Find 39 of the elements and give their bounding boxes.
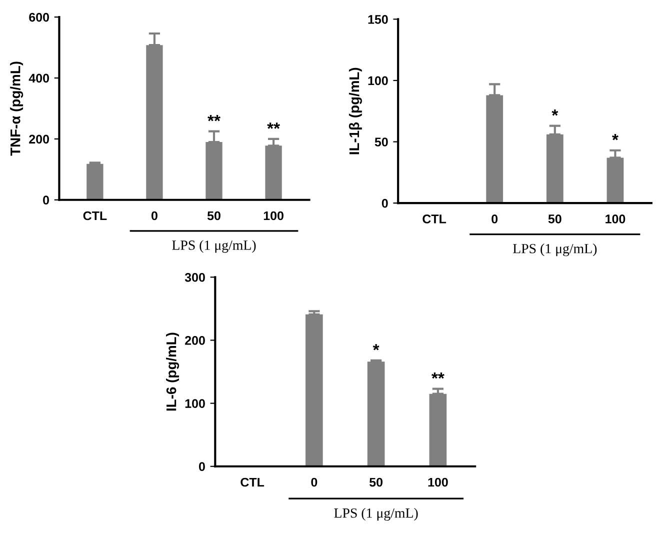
- bar: [306, 314, 323, 466]
- y-tick-label: 600: [29, 12, 49, 22]
- x-tick-label: CTL: [83, 211, 107, 220]
- y-tick-label: 300: [184, 272, 205, 282]
- x-tick-label: CTL: [422, 214, 446, 224]
- x-tick-label: CTL: [240, 478, 264, 487]
- y-tick-label: 200: [29, 134, 49, 144]
- annotation: **: [432, 372, 444, 379]
- y-tick-label: 0: [198, 462, 205, 472]
- annotation: *: [612, 134, 618, 140]
- y-axis-title: IL-1β (pg/mL): [348, 68, 362, 154]
- x-tick-label: 100: [606, 214, 626, 224]
- y-tick-label: 0: [43, 196, 49, 205]
- y-tick-label: 150: [368, 14, 388, 24]
- x-axis-title: LPS (1 μg/mL): [334, 508, 418, 521]
- y-axis-title: TNF-α (pg/mL): [10, 62, 24, 156]
- x-axis-title: LPS (1 μg/mL): [172, 240, 256, 253]
- y-tick-label: 200: [185, 336, 205, 345]
- annotation: *: [372, 344, 380, 350]
- x-axis-title: LPS (1 μg/mL): [513, 244, 597, 256]
- y-tick-label: 100: [185, 399, 205, 408]
- annotation: **: [267, 122, 280, 129]
- bar: [86, 164, 104, 200]
- x-tick-label: 50: [548, 214, 562, 224]
- x-tick-label: 50: [207, 211, 220, 220]
- x-tick-label: 0: [492, 214, 498, 224]
- y-axis-title: IL-6 (pg/mL): [166, 332, 180, 411]
- y-tick-label: 100: [368, 76, 388, 86]
- y-tick-label: 0: [382, 198, 388, 208]
- x-tick-label: 0: [311, 478, 318, 487]
- bar: [367, 362, 385, 466]
- y-tick-label: 400: [28, 74, 49, 83]
- bar: [429, 394, 447, 466]
- annotation: **: [208, 115, 220, 122]
- x-tick-label: 100: [264, 211, 284, 220]
- x-tick-label: 0: [151, 211, 158, 220]
- x-tick-label: 100: [428, 478, 448, 487]
- y-tick-label: 50: [374, 138, 388, 146]
- annotation: *: [552, 110, 558, 116]
